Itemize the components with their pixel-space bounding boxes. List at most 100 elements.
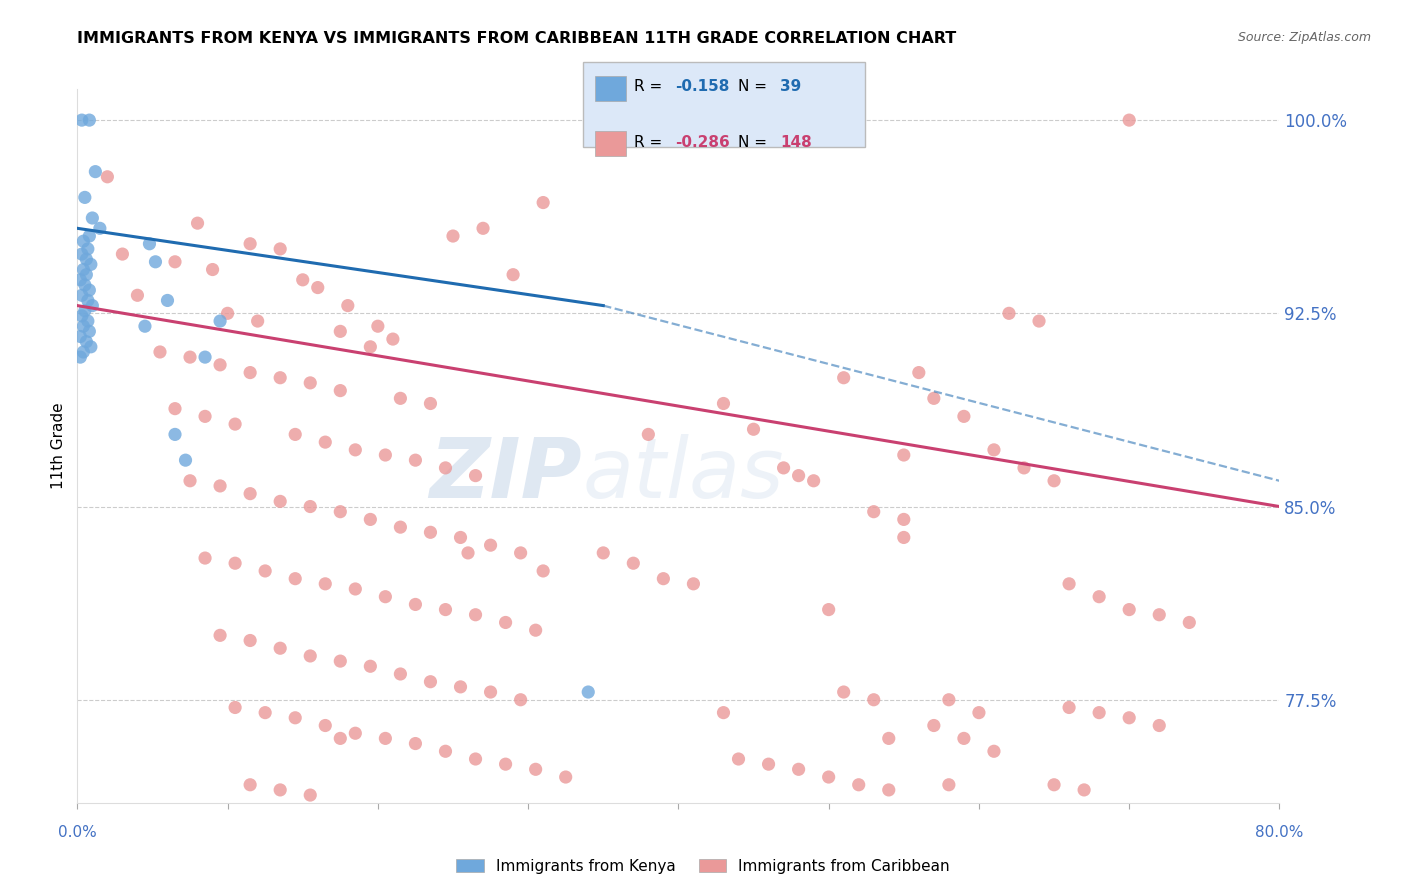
Point (772, 461, 794, 475)
Point (938, 692, 960, 706)
Point (73, 303, 96, 318)
Point (75, 268, 97, 282)
Point (374, 731, 396, 746)
Point (1043, 474, 1066, 488)
Point (434, 602, 457, 616)
Point (329, 654, 352, 668)
Point (194, 350, 217, 364)
Point (441, 229, 464, 244)
Point (269, 783, 291, 797)
Point (389, 667, 412, 681)
Point (201, 262, 224, 277)
Point (194, 409, 217, 424)
Point (381, 332, 404, 346)
Point (254, 564, 277, 578)
Point (479, 685, 502, 699)
Point (464, 468, 486, 483)
Point (80, 257, 103, 271)
Point (79, 229, 101, 244)
Point (163, 401, 186, 416)
Point (76, 242, 98, 256)
Point (329, 324, 352, 338)
Text: 0.0%: 0.0% (58, 825, 97, 840)
Point (307, 280, 329, 294)
Text: atlas: atlas (582, 434, 785, 515)
Point (69, 329, 91, 343)
Point (938, 778, 960, 792)
Point (374, 448, 396, 462)
Point (163, 255, 186, 269)
Point (70, 247, 93, 261)
Point (1073, 783, 1095, 797)
Point (75, 252, 97, 267)
Point (419, 525, 441, 540)
Point (239, 633, 262, 648)
Point (73, 190, 96, 204)
Point (862, 692, 884, 706)
Point (464, 607, 486, 622)
Point (652, 572, 675, 586)
Point (1028, 314, 1050, 328)
Point (862, 505, 884, 519)
Point (246, 314, 269, 328)
Text: 39: 39 (780, 79, 801, 95)
Point (269, 494, 291, 508)
Point (75, 334, 97, 349)
Point (983, 442, 1005, 457)
Point (758, 757, 780, 772)
Point (817, 770, 839, 784)
Point (239, 236, 262, 251)
Point (1178, 615, 1201, 630)
Point (224, 417, 246, 431)
Point (156, 293, 179, 308)
Point (269, 370, 291, 384)
Point (713, 706, 735, 720)
Point (138, 236, 160, 251)
Point (832, 685, 855, 699)
Point (621, 556, 644, 570)
Point (434, 461, 457, 475)
Text: R =: R = (634, 79, 668, 95)
Point (69, 350, 91, 364)
Text: R =: R = (634, 135, 668, 150)
Point (284, 427, 307, 442)
Point (404, 453, 426, 467)
Point (209, 314, 232, 328)
Point (84, 164, 107, 178)
Point (1088, 706, 1111, 720)
Point (434, 744, 457, 758)
Point (72, 262, 94, 277)
Point (817, 602, 839, 616)
Point (922, 718, 945, 732)
Point (134, 319, 156, 334)
Point (239, 778, 262, 792)
Point (1043, 778, 1066, 792)
Text: N =: N = (738, 135, 772, 150)
Point (479, 538, 502, 552)
Point (70, 288, 93, 302)
Point (217, 306, 239, 320)
Point (96, 169, 118, 184)
Point (299, 500, 322, 514)
Point (179, 474, 201, 488)
Point (450, 680, 472, 694)
Point (284, 572, 307, 586)
Point (224, 700, 246, 714)
Text: ZIP: ZIP (430, 434, 582, 515)
Point (79, 283, 101, 297)
Point (1088, 590, 1111, 604)
Point (76, 293, 98, 308)
Point (314, 718, 336, 732)
Point (80, 340, 103, 354)
Point (299, 648, 322, 663)
Point (70, 309, 93, 323)
Point (509, 546, 531, 560)
Point (742, 422, 765, 436)
Point (389, 392, 412, 406)
Point (329, 731, 352, 746)
Text: -0.158: -0.158 (675, 79, 730, 95)
Point (893, 512, 915, 526)
Point (239, 366, 262, 380)
Point (464, 752, 486, 766)
Point (344, 582, 367, 596)
